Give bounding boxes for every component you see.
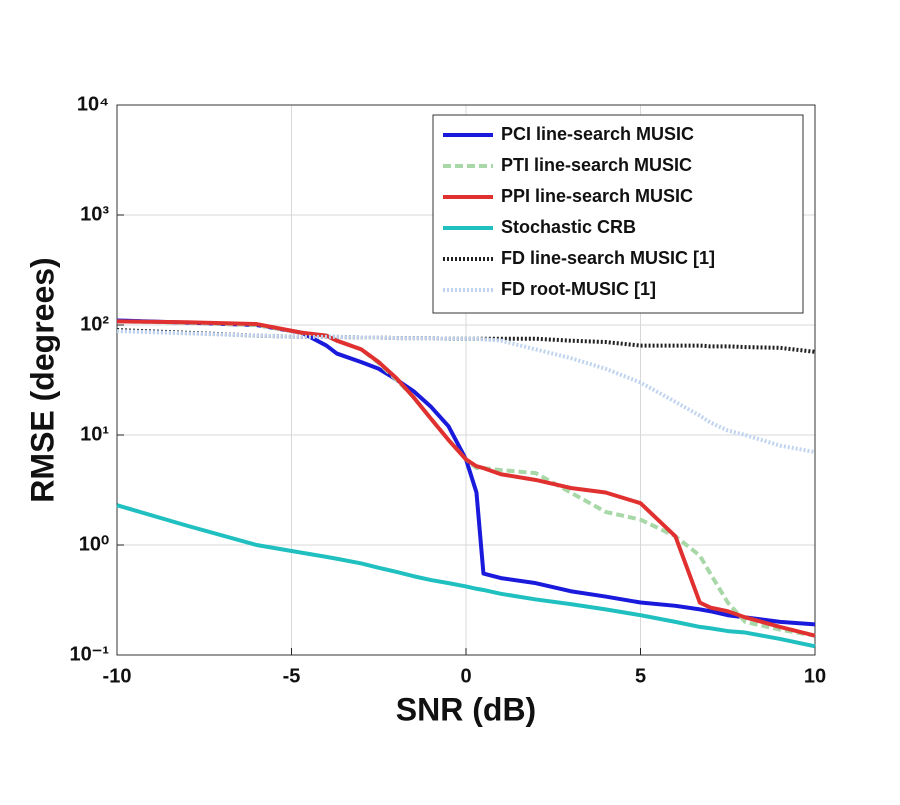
y-tick-label: 10¹ — [80, 423, 109, 445]
y-axis-label: RMSE (degrees) — [24, 257, 60, 502]
series-line — [116, 329, 816, 455]
legend-label: PTI line-search MUSIC — [501, 155, 692, 175]
legend-box — [432, 114, 804, 314]
y-tick-label: 10² — [80, 313, 109, 335]
x-tick-label: 10 — [804, 665, 826, 687]
legend-label: PPI line-search MUSIC — [501, 186, 693, 206]
x-tick-label: 5 — [635, 665, 646, 687]
y-tick-label: 10³ — [80, 203, 109, 225]
x-tick-label: 0 — [460, 665, 471, 687]
legend-label: Stochastic CRB — [501, 217, 636, 237]
series-line — [116, 503, 816, 649]
legend-label: FD line-search MUSIC [1] — [501, 248, 715, 268]
legend-label: PCI line-search MUSIC — [501, 124, 694, 144]
x-tick-label: -10 — [103, 665, 132, 687]
y-tick-label: 10⁻¹ — [70, 643, 110, 665]
series-line — [116, 318, 816, 627]
y-tick-label: 10⁰ — [79, 533, 109, 555]
plot-frame — [116, 104, 816, 656]
legend-label: FD root-MUSIC [1] — [501, 279, 656, 299]
x-axis-label: SNR (dB) — [396, 691, 536, 727]
x-tick-label: -5 — [283, 665, 301, 687]
y-tick-label: 10⁴ — [77, 93, 109, 115]
